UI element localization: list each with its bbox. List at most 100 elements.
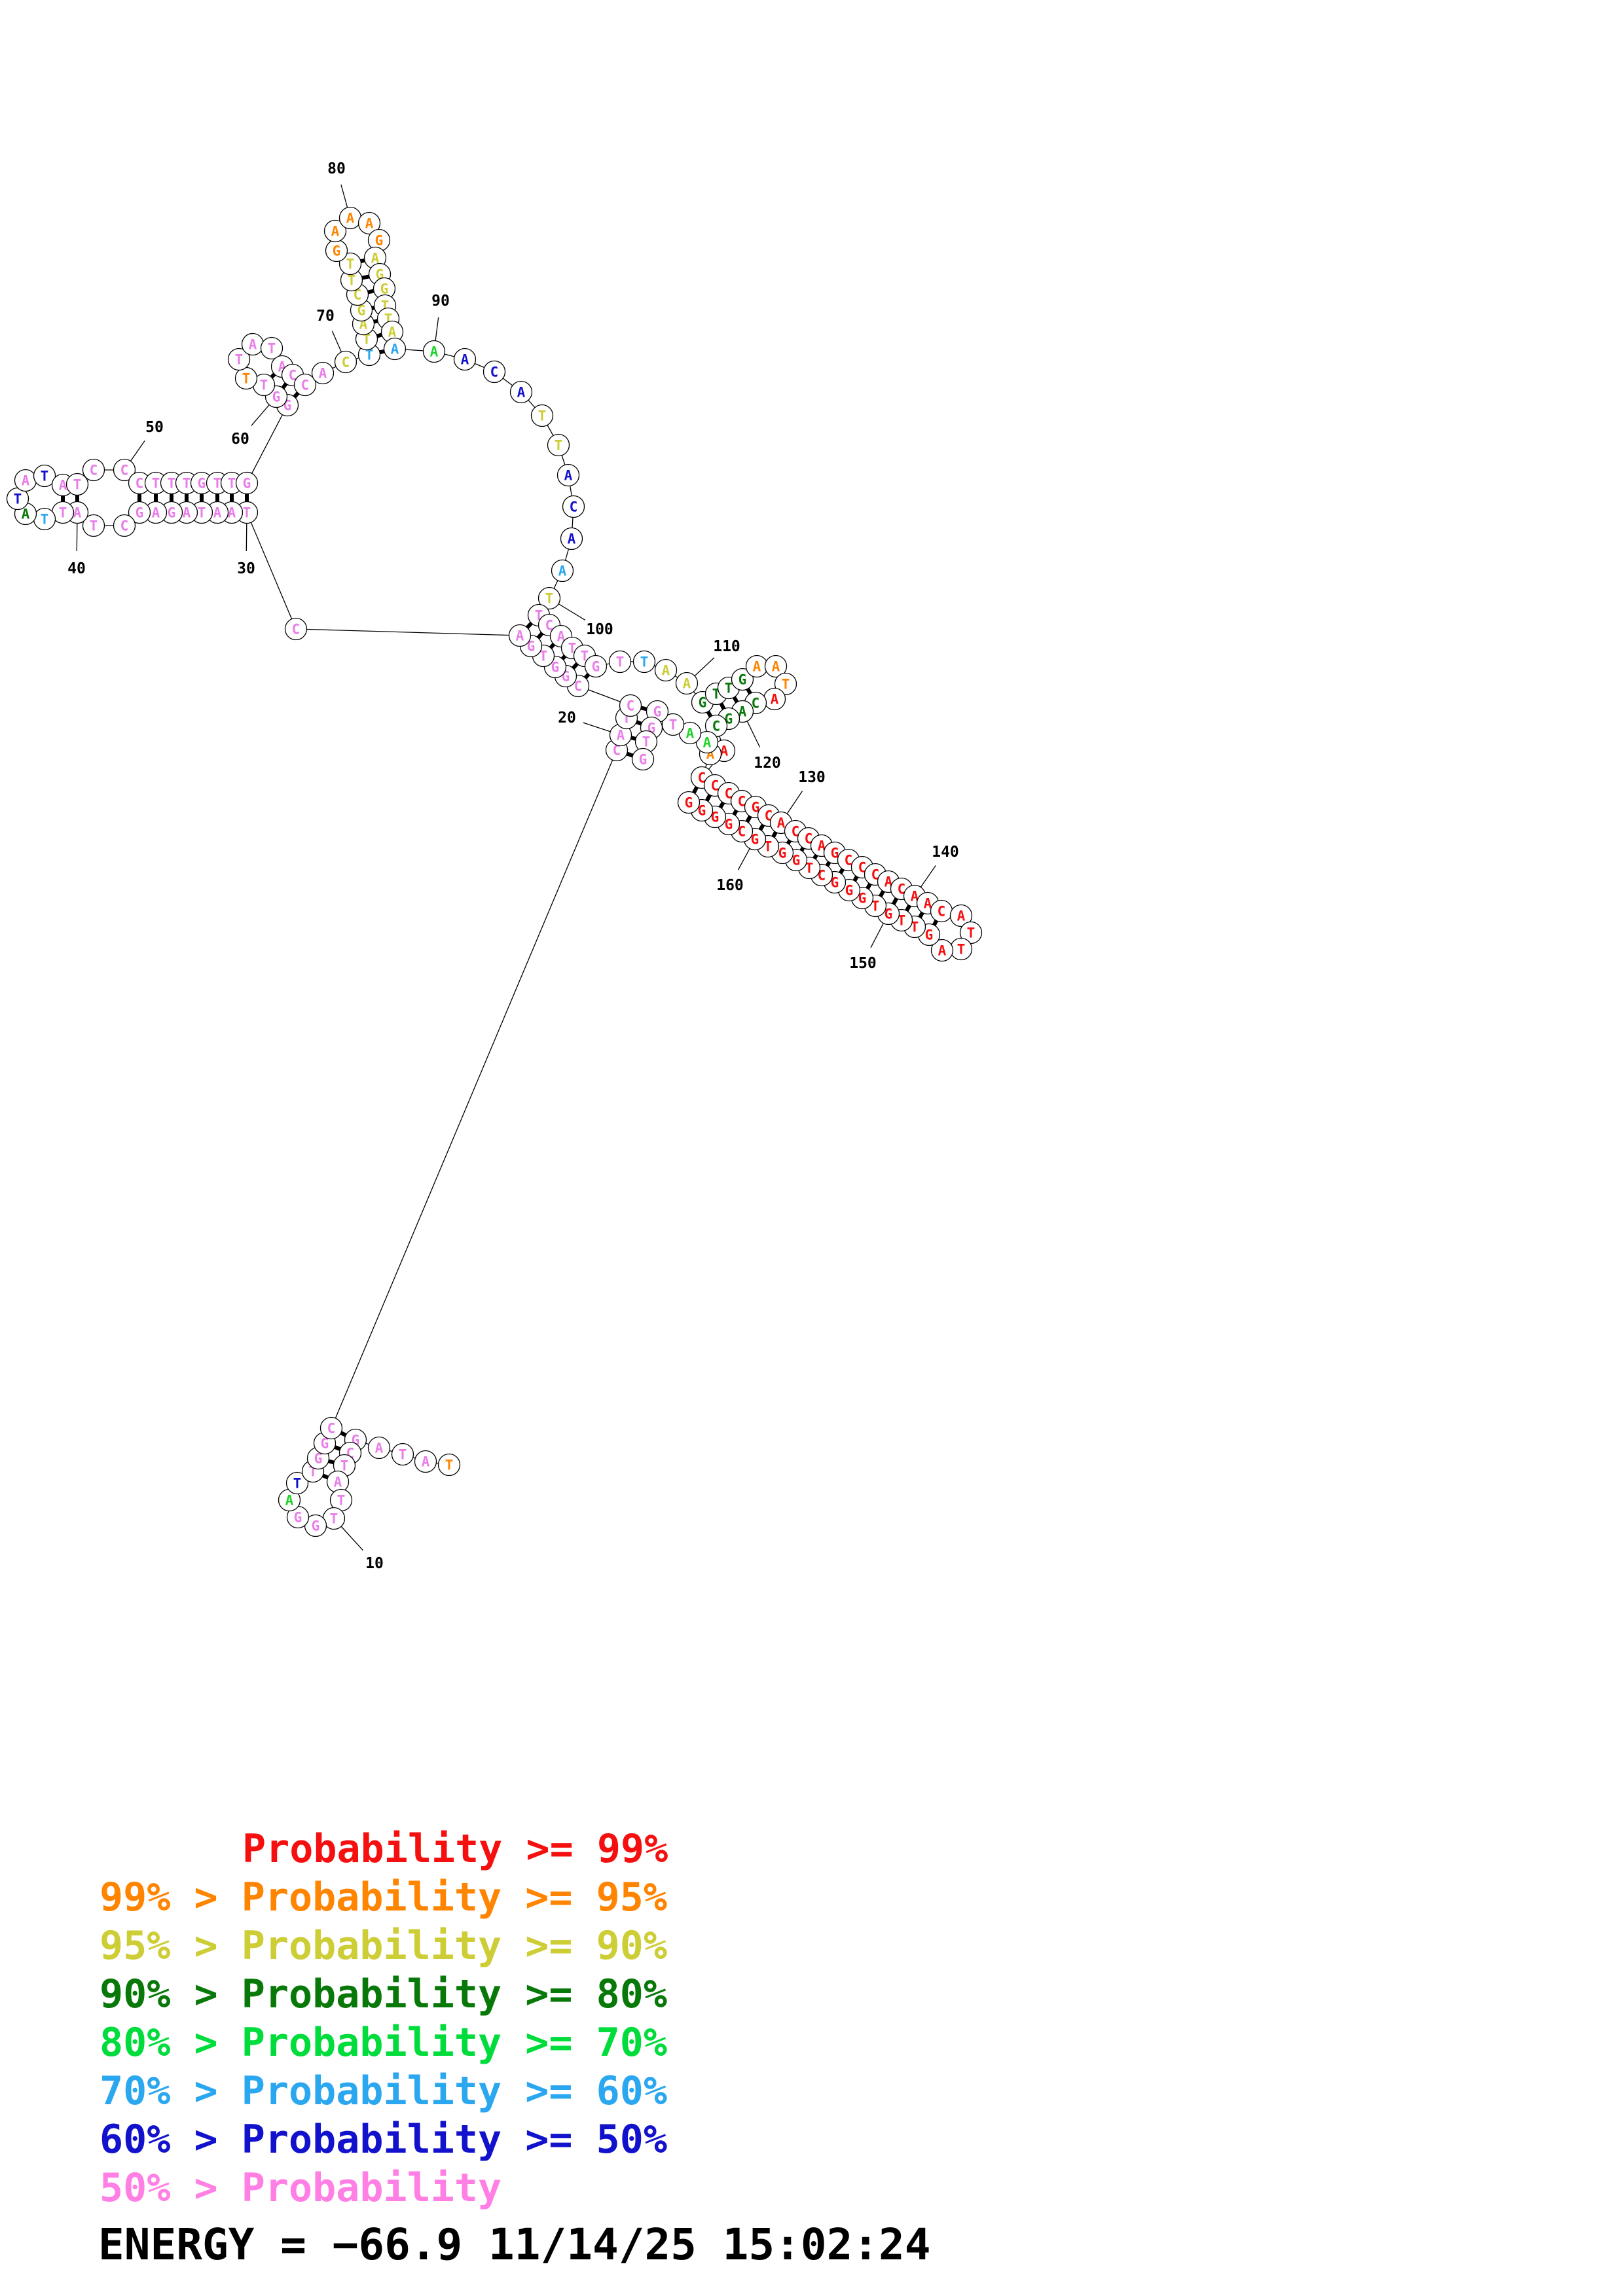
position-label-110: 110 (713, 638, 740, 655)
nucleotide-base-60: G (272, 389, 281, 405)
nucleotide-base-94: T (538, 408, 547, 424)
nucleotide-circle-77 (338, 252, 362, 276)
nucleotide-base-119: C (752, 696, 760, 711)
nucleotide-base-17: G (321, 1436, 329, 1452)
nucleotide-circle-109 (654, 658, 678, 682)
position-label-40: 40 (67, 560, 86, 577)
legend-row-60: 70% > Probability >= 60% (100, 2068, 667, 2114)
nucleotide-base-113: T (725, 681, 733, 696)
nucleotide-base-63: T (235, 352, 244, 368)
nucleotide-circle-93 (509, 380, 533, 404)
nucleotide-base-172: T (642, 734, 651, 750)
nucleotide-circle-116 (764, 655, 788, 678)
nucleotide-base-46: T (41, 469, 49, 484)
nucleotide-base-34: A (183, 505, 191, 521)
nucleotide-base-31: A (228, 505, 236, 521)
nucleotide-circle-50 (113, 458, 136, 482)
nucleotide-base-16: G (314, 1451, 323, 1467)
nucleotide-base-173: G (639, 752, 647, 768)
nucleotide-base-77: T (346, 257, 355, 272)
nucleotide-base-25: G (551, 660, 560, 675)
nucleotide-base-115: A (753, 659, 761, 675)
nucleotide-circle-39 (82, 514, 105, 537)
nucleotide-circle-89 (383, 337, 407, 361)
nucleotide-circle-98 (560, 527, 583, 550)
nucleotide-base-160: G (751, 832, 759, 848)
nucleotide-base-58: G (243, 476, 251, 492)
nucleotide-base-56: T (213, 476, 222, 492)
nucleotide-base-70: C (342, 355, 350, 370)
nucleotide-base-136: C (858, 860, 867, 876)
position-label-70: 70 (316, 308, 335, 325)
nucleotide-base-107: T (616, 655, 625, 670)
nucleotide-base-89: A (391, 342, 399, 357)
position-label-100: 100 (586, 621, 613, 638)
nucleotide-base-139: C (898, 882, 906, 897)
nucleotide-base-103: A (557, 629, 566, 645)
nucleotide-base-54: T (183, 476, 191, 492)
nucleotide-circle-96 (556, 463, 580, 487)
nucleotide-base-128: G (752, 800, 760, 816)
nucleotide-circle-107 (608, 650, 632, 673)
nucleotide-base-162: G (725, 817, 733, 833)
nucleotide-base-12: G (294, 1510, 302, 1526)
nucleotide-base-130: A (777, 816, 786, 831)
nucleotide-circle-38 (113, 514, 136, 537)
nucleotide-base-153: G (845, 883, 854, 899)
nucleotide-base-83: A (371, 251, 380, 266)
position-label-140: 140 (932, 844, 959, 861)
nucleotide-base-140: A (911, 889, 919, 905)
nucleotide-circle-97 (562, 495, 585, 518)
legend-row-90: 95% > Probability >= 90% (100, 1923, 667, 1969)
nucleotide-circle-58 (235, 471, 259, 495)
backbone-segment (295, 628, 520, 636)
nucleotide-circle-4 (367, 1436, 391, 1460)
nucleotide-circle-69 (311, 361, 335, 385)
nucleotide-circle-46 (33, 464, 56, 488)
position-label-160: 160 (716, 877, 744, 894)
nucleotide-base-67: C (289, 368, 297, 384)
nucleotide-base-143: A (957, 908, 966, 924)
nucleotide-base-169: T (669, 717, 678, 733)
nucleotide-base-18: C (327, 1421, 336, 1437)
probability-legend: Probability >= 99% 99% > Probability >= … (100, 1826, 668, 2211)
nucleotide-base-150: G (884, 906, 893, 922)
nucleotide-base-11: G (312, 1518, 320, 1534)
nucleotide-base-10: T (330, 1511, 338, 1527)
nucleotide-base-167: A (703, 735, 712, 751)
nucleotide-base-161: C (738, 824, 746, 840)
nucleotide-circle-173 (631, 747, 655, 771)
nucleotide-base-133: A (818, 838, 826, 854)
nucleotide-base-2: A (422, 1454, 430, 1470)
nucleotide-base-127: C (738, 794, 746, 810)
nucleotide-base-71: T (365, 348, 374, 363)
nucleotide-base-78: G (333, 243, 341, 259)
nucleotide-circle-117 (774, 672, 797, 696)
legend-row-99: Probability >= 99% (242, 1826, 668, 1872)
nucleotide-base-23: C (574, 679, 583, 694)
nucleotide-base-156: T (805, 861, 814, 876)
nucleotide-base-90: A (430, 344, 439, 360)
nucleotide-circle-70 (334, 350, 357, 374)
legend-row-95: 99% > Probability >= 95% (100, 1874, 667, 1920)
nucleotide-base-134: G (831, 846, 839, 861)
nucleotide-base-165: G (685, 795, 693, 811)
nucleotide-base-132: C (805, 831, 813, 847)
nucleotide-base-147: G (925, 927, 934, 943)
nucleotide-base-48: T (73, 477, 82, 493)
position-label-150: 150 (849, 955, 877, 972)
nucleotide-circle-14 (285, 1471, 309, 1495)
nucleotide-circle-37 (128, 501, 151, 524)
nucleotide-base-116: A (772, 659, 780, 675)
nucleotide-base-65: T (268, 341, 276, 357)
nucleotide-circle-49 (82, 458, 105, 482)
nucleotide-circle-29 (284, 617, 308, 641)
nucleotide-base-27: G (527, 639, 536, 655)
nucleotide-base-69: A (319, 366, 327, 382)
nucleotide-base-157: G (792, 853, 801, 869)
nucleotide-base-123: A (720, 744, 729, 759)
nucleotide-base-102: C (545, 618, 554, 634)
nucleotide-base-131: C (792, 824, 800, 840)
nucleotide-base-141: A (924, 896, 932, 912)
